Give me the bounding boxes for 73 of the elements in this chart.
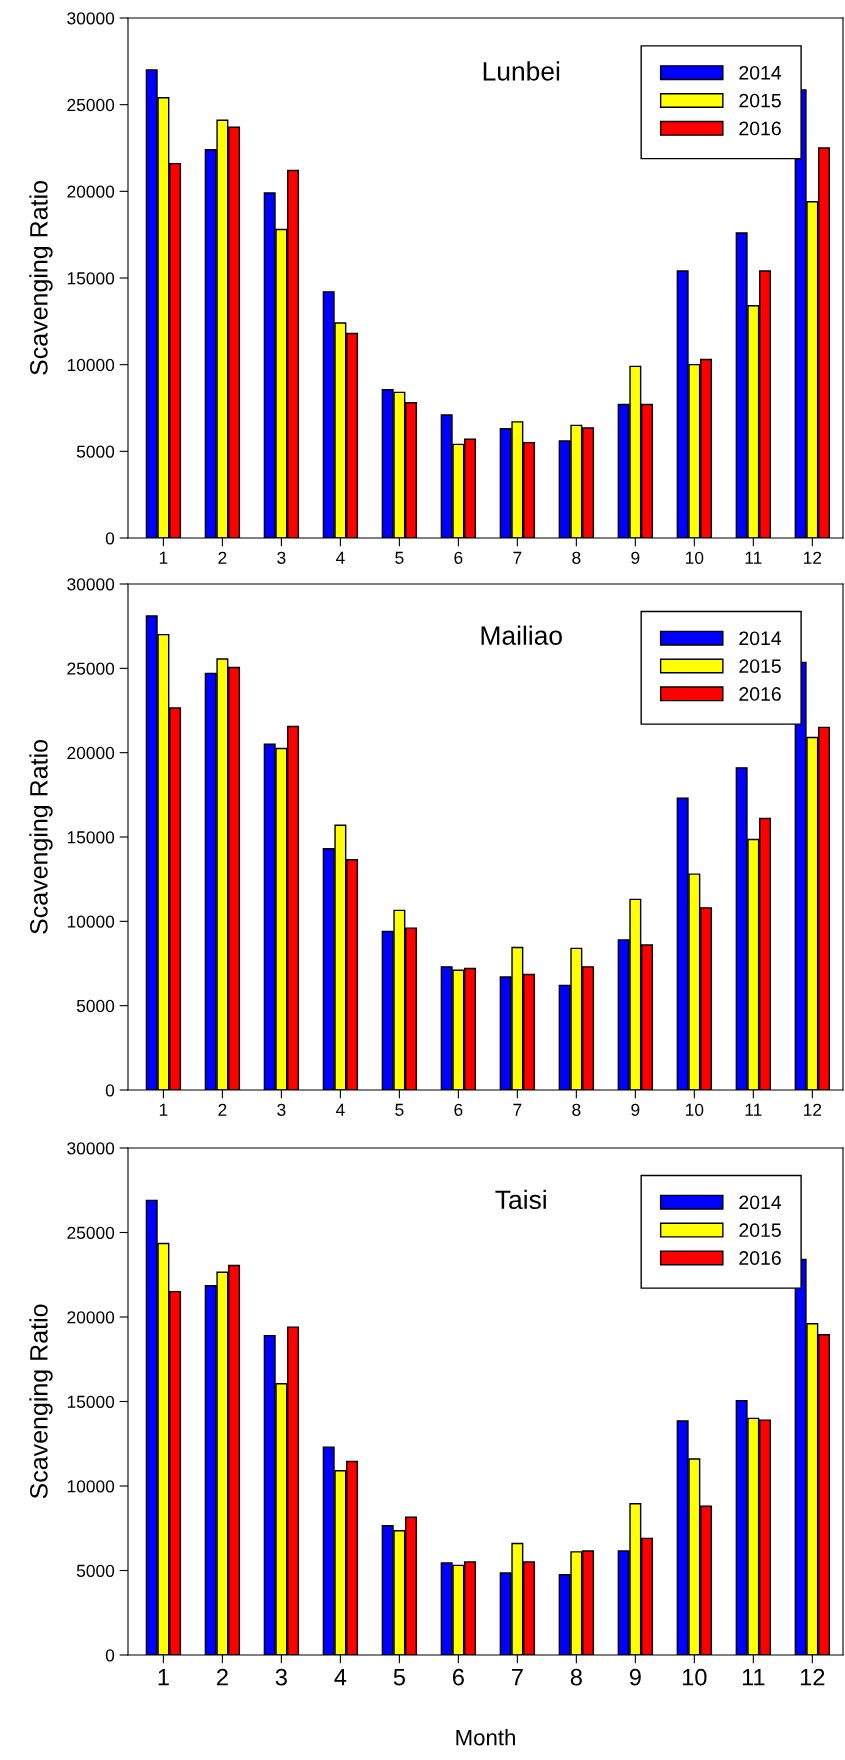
x-tick-label: 3 [277, 551, 286, 564]
legend-label: 2014 [739, 1195, 782, 1210]
x-tick-label: 5 [395, 551, 404, 564]
legend-label: 2016 [739, 121, 781, 136]
y-tick-label: 20000 [67, 1311, 115, 1324]
legend-label: 2015 [739, 659, 781, 674]
x-tick-label: 8 [572, 551, 581, 564]
x-tick-label: 3 [275, 1668, 287, 1686]
x-tick-label: 6 [453, 1668, 464, 1686]
y-tick-label: 5000 [76, 999, 115, 1013]
x-tick-label: 2 [218, 551, 227, 564]
text: Mailiao [481, 625, 562, 645]
x-tick-label: 12 [803, 1103, 822, 1116]
legend-label: 2016 [739, 1251, 781, 1265]
x-tick-label: 10 [686, 551, 704, 564]
x-tick-label: 3 [277, 1103, 286, 1116]
y-tick-label: 25000 [67, 662, 115, 675]
x-tick-label: 8 [570, 1668, 582, 1686]
x-tick-label: 2 [218, 1103, 227, 1116]
y-tick-label: 30000 [67, 1142, 115, 1155]
y-tick-label: 0 [105, 532, 115, 545]
x-tick-label: 12 [800, 1668, 825, 1686]
y-tick-label: 15000 [67, 272, 115, 285]
x-tick-label: 7 [513, 1103, 522, 1116]
x-tick-label: 12 [803, 551, 822, 564]
x-tick-label: 5 [395, 1103, 404, 1116]
y-axis-title: Scavenging Ratio [29, 1304, 53, 1499]
legend-label: 2016 [739, 687, 781, 701]
legend-label: 2014 [739, 65, 782, 80]
legend-label: 2014 [739, 631, 782, 646]
x-tick-label: 2 [217, 1668, 228, 1686]
x-tick-label: 6 [454, 551, 463, 564]
x-tick-label: 9 [629, 1668, 641, 1686]
x-tick-label: 1 [159, 551, 168, 564]
x-tick-label: 7 [512, 1669, 523, 1686]
x-tick-label: 4 [335, 551, 345, 564]
y-tick-label: 0 [105, 1084, 115, 1097]
x-tick-label: 10 [686, 1103, 704, 1116]
legend-label: 2015 [739, 93, 781, 108]
y-tick-label: 10000 [67, 915, 115, 928]
x-axis-title: Month [456, 1729, 515, 1746]
y-tick-label: 10000 [67, 358, 115, 372]
y-tick-label: 25000 [67, 1226, 115, 1239]
text: Taisi [495, 1189, 546, 1210]
y-tick-label: 5000 [76, 445, 115, 458]
text: Lunbei [483, 61, 560, 81]
x-tick-label: 6 [454, 1103, 463, 1116]
y-tick-label: 5000 [76, 1564, 115, 1577]
y-axis-title: Scavenging Ratio [29, 181, 53, 375]
y-tick-label: 25000 [67, 98, 115, 112]
x-tick-label: 11 [745, 551, 762, 564]
y-tick-label: 20000 [67, 746, 115, 760]
x-tick-label: 8 [572, 1103, 581, 1116]
y-tick-label: 30000 [67, 578, 115, 591]
y-tick-label: 0 [105, 1649, 115, 1662]
x-tick-label: 9 [631, 1103, 640, 1116]
x-tick-label: 4 [334, 1669, 347, 1686]
y-tick-label: 15000 [67, 831, 115, 844]
x-tick-label: 1 [158, 1669, 169, 1686]
x-tick-label: 11 [745, 1103, 762, 1116]
legend-label: 2015 [739, 1223, 781, 1238]
x-tick-label: 4 [335, 1103, 345, 1116]
x-tick-label: 10 [683, 1668, 707, 1686]
y-axis-title: Scavenging Ratio [29, 740, 53, 934]
x-tick-label: 7 [513, 551, 522, 564]
y-tick-label: 30000 [67, 12, 115, 25]
x-tick-label: 9 [631, 551, 640, 564]
x-tick-label: 5 [393, 1669, 405, 1686]
y-tick-label: 15000 [67, 1395, 115, 1408]
x-tick-label: 1 [159, 1103, 168, 1116]
y-tick-label: 20000 [67, 185, 115, 198]
x-tick-label: 11 [742, 1669, 765, 1686]
y-tick-label: 10000 [67, 1480, 115, 1493]
